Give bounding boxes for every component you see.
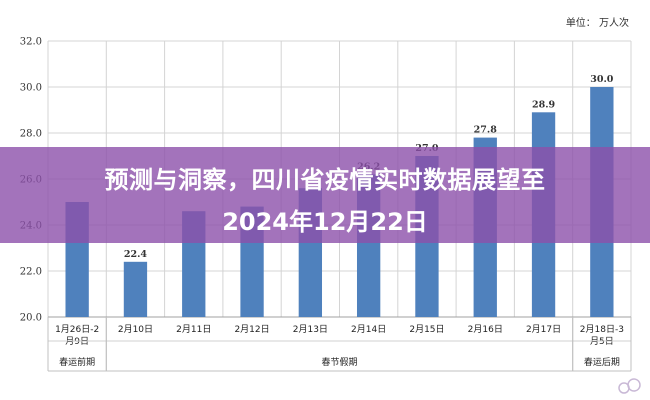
x-tick-label: 2月14日: [351, 324, 386, 335]
unit-label: 单位： 万人次: [566, 16, 629, 29]
y-tick-label: 30.0: [20, 83, 42, 94]
x-tick-label: 2月18日-3: [580, 324, 624, 335]
x-tick-label: 2月17日: [526, 324, 561, 335]
y-tick-label: 32.0: [20, 37, 42, 48]
banner-title-line2: 2024年12月22日: [222, 208, 428, 236]
y-tick-label: 22.0: [20, 267, 42, 278]
x-tick-label: 1月26日-2: [55, 324, 99, 335]
x-tick-label: 2月16日: [468, 324, 503, 335]
group-label: 春运后期: [584, 356, 620, 368]
x-tick-label: 2月15日: [409, 324, 444, 335]
bar: [123, 261, 148, 317]
data-label: 28.9: [532, 99, 556, 110]
data-label: 27.8: [474, 125, 498, 136]
y-tick-label: 28.0: [20, 129, 42, 140]
x-tick-label: 2月10日: [118, 324, 153, 335]
x-tick-label: 2月12日: [234, 324, 269, 335]
y-tick-label: 20.0: [20, 313, 42, 324]
group-label: 春节假期: [321, 356, 357, 368]
brand-logo-icon: [616, 376, 644, 396]
title-banner: [0, 147, 650, 243]
x-tick-label: 2月13日: [293, 324, 328, 335]
banner-title-line1: 预测与洞察，四川省疫情实时数据展望至: [104, 166, 546, 194]
x-tick-label: 2月11日: [176, 324, 211, 335]
data-label: 30.0: [590, 74, 614, 85]
group-label: 春运前期: [59, 356, 95, 368]
data-label: 22.4: [124, 249, 148, 260]
